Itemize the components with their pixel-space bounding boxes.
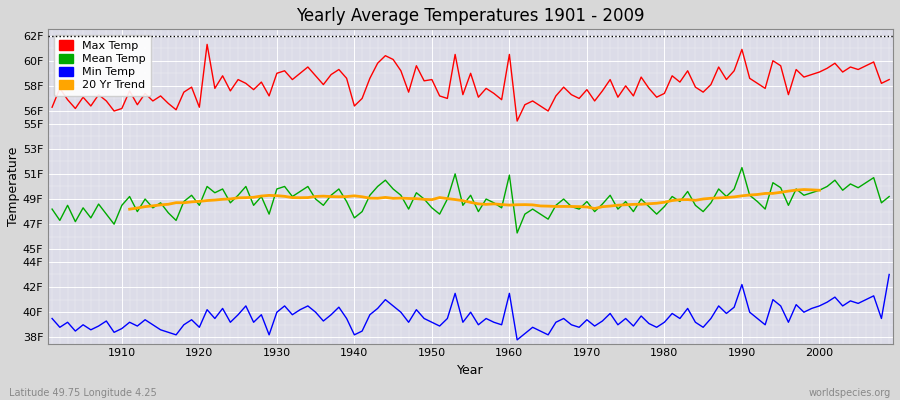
- Min Temp: [279, 304, 290, 308]
- 20 Yr Trend: [714, 196, 724, 200]
- 20 Yr Trend: [334, 194, 345, 199]
- Title: Yearly Average Temperatures 1901 - 2009: Yearly Average Temperatures 1901 - 2009: [296, 7, 645, 25]
- Text: Latitude 49.75 Longitude 4.25: Latitude 49.75 Longitude 4.25: [9, 388, 157, 398]
- Mean Temp: [884, 194, 895, 199]
- 20 Yr Trend: [798, 187, 809, 192]
- Min Temp: [504, 291, 515, 296]
- Text: worldspecies.org: worldspecies.org: [809, 388, 891, 398]
- Mean Temp: [109, 222, 120, 226]
- Min Temp: [496, 322, 507, 327]
- Max Temp: [884, 77, 895, 82]
- Max Temp: [202, 42, 212, 47]
- 20 Yr Trend: [783, 189, 794, 194]
- Legend: Max Temp, Mean Temp, Min Temp, 20 Yr Trend: Max Temp, Mean Temp, Min Temp, 20 Yr Tre…: [54, 35, 150, 96]
- Max Temp: [613, 95, 624, 100]
- Max Temp: [47, 105, 58, 110]
- Max Temp: [109, 109, 120, 114]
- Min Temp: [605, 311, 616, 316]
- Mean Temp: [605, 193, 616, 198]
- Min Temp: [47, 316, 58, 321]
- Mean Temp: [504, 173, 515, 178]
- Line: 20 Yr Trend: 20 Yr Trend: [130, 190, 819, 209]
- Min Temp: [109, 330, 120, 335]
- Mean Temp: [47, 207, 58, 212]
- Min Temp: [884, 272, 895, 277]
- Min Temp: [326, 312, 337, 317]
- Mean Temp: [736, 165, 747, 170]
- Line: Max Temp: Max Temp: [52, 44, 889, 121]
- Y-axis label: Temperature: Temperature: [7, 147, 20, 226]
- Max Temp: [287, 77, 298, 82]
- Mean Temp: [279, 184, 290, 189]
- Max Temp: [519, 102, 530, 107]
- Mean Temp: [496, 206, 507, 210]
- Max Temp: [504, 52, 515, 57]
- Min Temp: [512, 338, 523, 342]
- Max Temp: [512, 119, 523, 124]
- X-axis label: Year: Year: [457, 364, 484, 377]
- Mean Temp: [326, 193, 337, 198]
- Max Temp: [334, 67, 345, 72]
- Mean Temp: [512, 230, 523, 235]
- 20 Yr Trend: [605, 204, 616, 208]
- 20 Yr Trend: [124, 207, 135, 212]
- 20 Yr Trend: [698, 196, 708, 201]
- 20 Yr Trend: [217, 197, 228, 202]
- 20 Yr Trend: [814, 188, 824, 193]
- Line: Min Temp: Min Temp: [52, 274, 889, 340]
- Line: Mean Temp: Mean Temp: [52, 168, 889, 233]
